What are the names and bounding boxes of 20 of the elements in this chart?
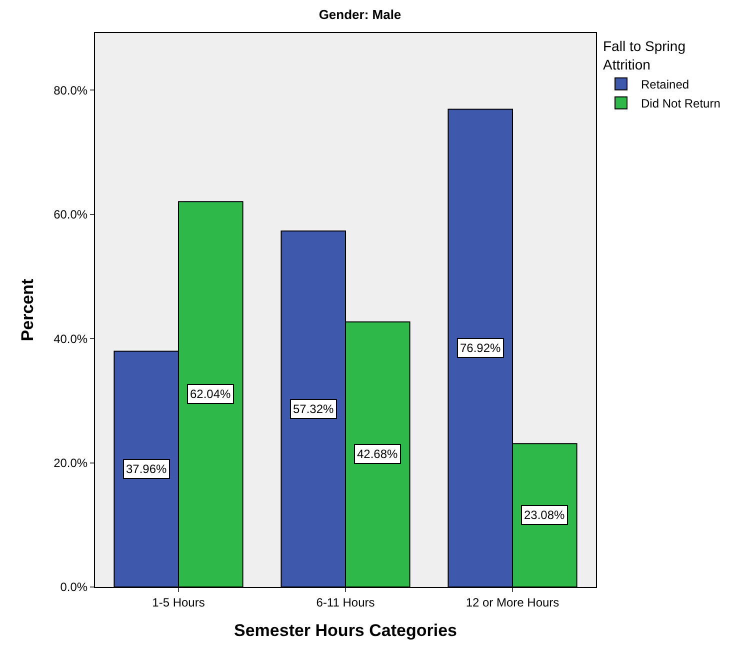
- y-tick-label: 40.0%: [54, 332, 88, 346]
- data-label: 57.32%: [293, 402, 334, 416]
- y-tick-label: 60.0%: [54, 208, 88, 222]
- y-tick-label: 80.0%: [54, 83, 88, 98]
- data-label: 76.92%: [460, 341, 502, 355]
- data-label: 62.04%: [190, 387, 232, 401]
- y-tick-label: 20.0%: [54, 456, 88, 470]
- x-tick-label: 6-11 Hours: [316, 595, 375, 610]
- data-label: 23.08%: [524, 508, 566, 522]
- legend-label: Did Not Return: [641, 96, 720, 111]
- y-tick-label: 0.0%: [60, 580, 88, 594]
- data-label: 37.96%: [126, 462, 168, 476]
- x-tick-label: 12 or More Hours: [466, 595, 560, 610]
- chart-title: Gender: Male: [318, 6, 402, 22]
- data-label: 42.68%: [357, 447, 398, 461]
- legend-label: Retained: [641, 78, 690, 92]
- legend-title: Fall to Spring Attrition: [603, 38, 686, 72]
- x-tick-label: 1-5 Hours: [152, 595, 205, 610]
- x-axis-title: Semester Hours Categories: [234, 620, 457, 640]
- y-axis-title: Percent: [18, 278, 38, 342]
